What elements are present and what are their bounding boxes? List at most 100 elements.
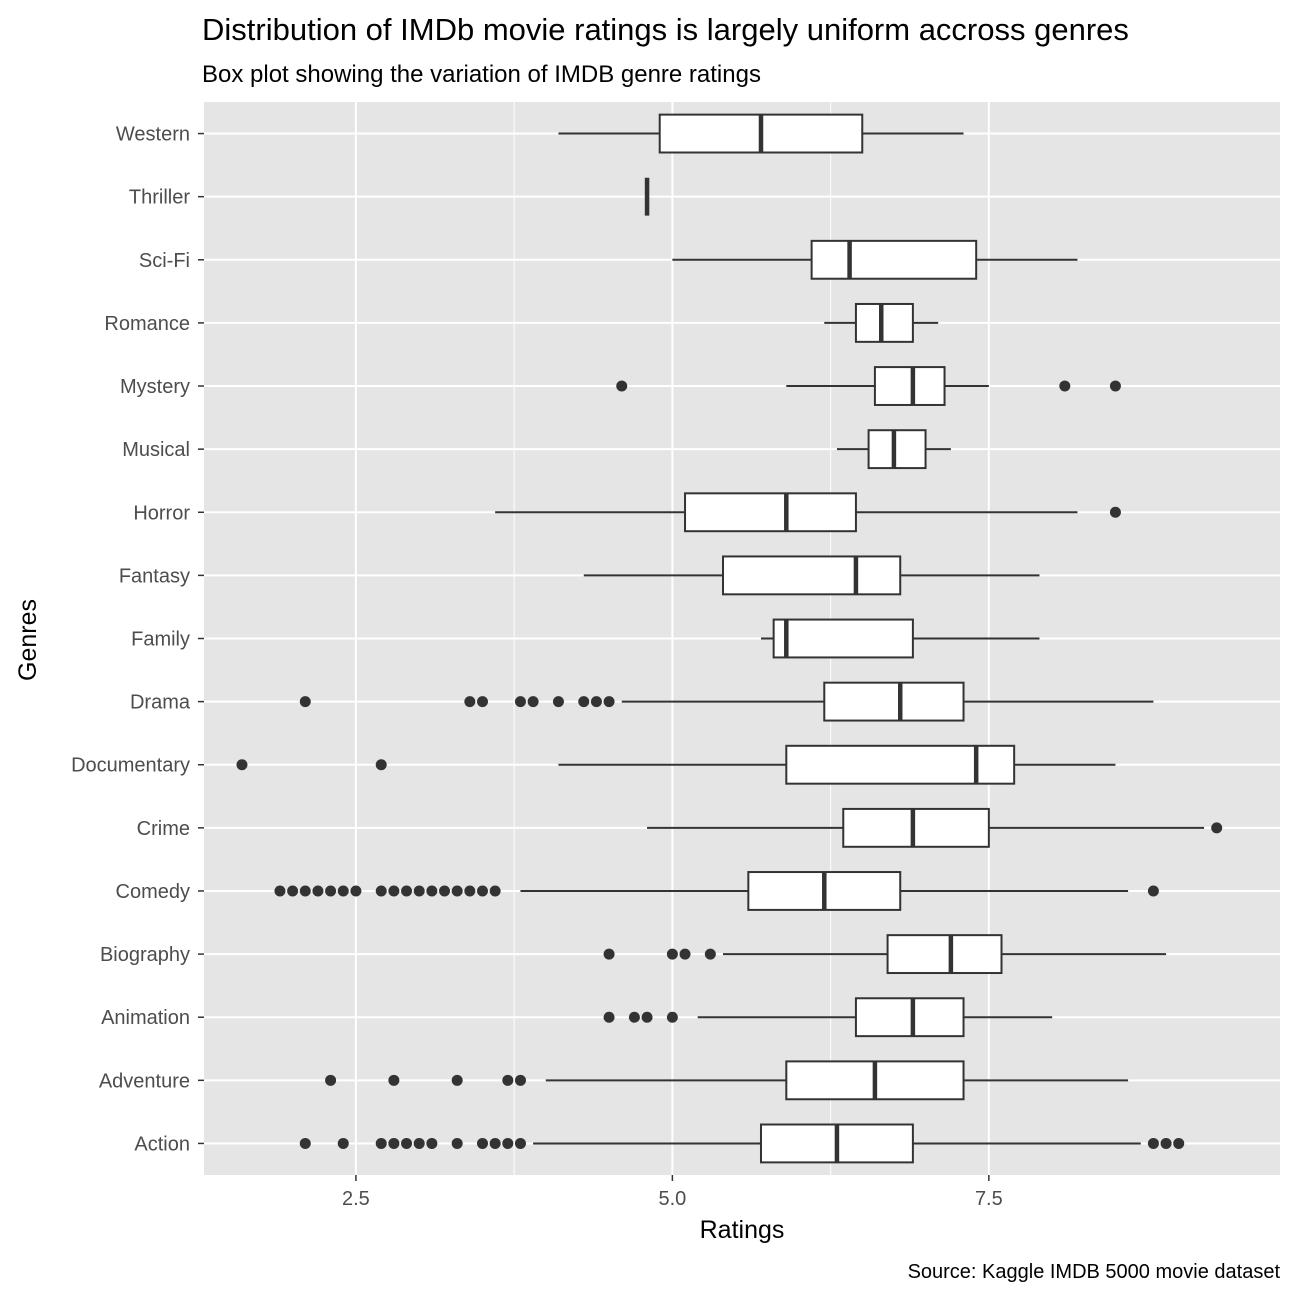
- box-romance: [824, 302, 939, 343]
- outlier-point: [1109, 506, 1121, 518]
- outlier-point: [299, 1137, 311, 1149]
- iqr-box: [772, 618, 914, 659]
- box-action: [299, 1123, 1185, 1164]
- outlier-point: [1147, 1137, 1159, 1149]
- y-tick-label: Action: [134, 1133, 190, 1155]
- y-tick-label: Fantasy: [119, 565, 190, 587]
- outlier-point: [1160, 1137, 1172, 1149]
- outlier-point: [641, 1011, 653, 1023]
- x-axis-title: Ratings: [700, 1216, 785, 1244]
- iqr-box: [684, 492, 857, 533]
- y-tick-label: Thriller: [129, 187, 190, 209]
- y-tick-label: Musical: [122, 439, 190, 461]
- outlier-point: [375, 1137, 387, 1149]
- outlier-point: [274, 885, 286, 897]
- boxes-layer: [236, 113, 1223, 1164]
- outlier-point: [1147, 885, 1159, 897]
- outlier-point: [704, 948, 716, 960]
- outlier-point: [451, 885, 463, 897]
- iqr-box: [873, 366, 946, 406]
- outlier-point: [666, 948, 678, 960]
- y-tick-label: Biography: [100, 944, 190, 966]
- outlier-point: [325, 1074, 337, 1086]
- x-tick-label: 7.5: [975, 1188, 1003, 1210]
- outlier-point: [603, 1011, 615, 1023]
- x-axis: 2.5 5.0 7.5: [342, 1175, 1003, 1210]
- y-tick-label: Romance: [104, 313, 190, 335]
- box-mystery: [616, 366, 1121, 406]
- iqr-box: [867, 429, 927, 470]
- box-musical: [836, 429, 951, 470]
- chart-title: Distribution of IMDb movie ratings is la…: [202, 12, 1129, 47]
- iqr-box: [886, 934, 1003, 975]
- outlier-point: [388, 885, 400, 897]
- outlier-point: [1059, 380, 1071, 392]
- outlier-point: [299, 696, 311, 708]
- box-fantasy: [583, 555, 1040, 596]
- y-tick-label: Western: [116, 124, 190, 146]
- outlier-point: [388, 1074, 400, 1086]
- y-axis-title: Genres: [14, 599, 42, 681]
- outlier-point: [464, 885, 476, 897]
- x-tick-label: 2.5: [342, 1188, 370, 1210]
- outlier-point: [413, 1137, 425, 1149]
- box-biography: [603, 934, 1167, 975]
- y-tick-label: Documentary: [71, 755, 190, 777]
- outlier-point: [552, 696, 564, 708]
- outlier-point: [502, 1074, 514, 1086]
- outlier-point: [451, 1074, 463, 1086]
- outlier-point: [236, 759, 248, 771]
- outlier-point: [514, 696, 526, 708]
- iqr-box: [823, 681, 965, 722]
- outlier-point: [299, 885, 311, 897]
- outlier-point: [578, 696, 590, 708]
- outlier-point: [1173, 1137, 1185, 1149]
- outlier-point: [287, 885, 299, 897]
- box-adventure: [325, 1060, 1129, 1101]
- outlier-point: [325, 885, 337, 897]
- outlier-point: [476, 885, 488, 897]
- iqr-box: [722, 555, 902, 596]
- outlier-point: [426, 1137, 438, 1149]
- y-axis: Action Adventure Animation Biography Comedy C…: [71, 124, 204, 1155]
- outlier-point: [628, 1011, 640, 1023]
- outlier-point: [514, 1074, 526, 1086]
- outlier-point: [439, 885, 451, 897]
- box-documentary: [236, 744, 1116, 785]
- y-tick-label: Horror: [133, 502, 190, 524]
- outlier-point: [616, 380, 628, 392]
- outlier-point: [426, 885, 438, 897]
- outlier-point: [590, 696, 602, 708]
- outlier-point: [337, 885, 349, 897]
- outlier-point: [679, 948, 691, 960]
- y-tick-label: Family: [131, 629, 190, 651]
- outlier-point: [464, 696, 476, 708]
- iqr-box: [842, 807, 990, 848]
- box-drama: [299, 681, 1154, 722]
- outlier-point: [489, 1137, 501, 1149]
- chart-caption: Source: Kaggle IMDB 5000 movie dataset: [908, 1261, 1281, 1283]
- outlier-point: [388, 1137, 400, 1149]
- outlier-point: [312, 885, 324, 897]
- iqr-box: [785, 744, 1016, 785]
- outlier-point: [489, 885, 501, 897]
- outlier-point: [603, 948, 615, 960]
- x-tick-label: 5.0: [658, 1188, 686, 1210]
- chart-subtitle: Box plot showing the variation of IMDB g…: [202, 61, 761, 88]
- outlier-point: [1211, 822, 1223, 834]
- outlier-point: [527, 696, 539, 708]
- box-family: [760, 618, 1040, 659]
- iqr-box: [854, 302, 914, 343]
- y-tick-label: Animation: [101, 1007, 190, 1029]
- outlier-point: [350, 885, 362, 897]
- outlier-point: [337, 1137, 349, 1149]
- box-animation: [603, 997, 1053, 1038]
- outlier-point: [476, 696, 488, 708]
- outlier-point: [401, 1137, 413, 1149]
- y-tick-label: Drama: [130, 692, 191, 714]
- y-tick-label: Comedy: [116, 881, 190, 903]
- outlier-point: [451, 1137, 463, 1149]
- box-western: [558, 113, 964, 154]
- outlier-point: [502, 1137, 514, 1149]
